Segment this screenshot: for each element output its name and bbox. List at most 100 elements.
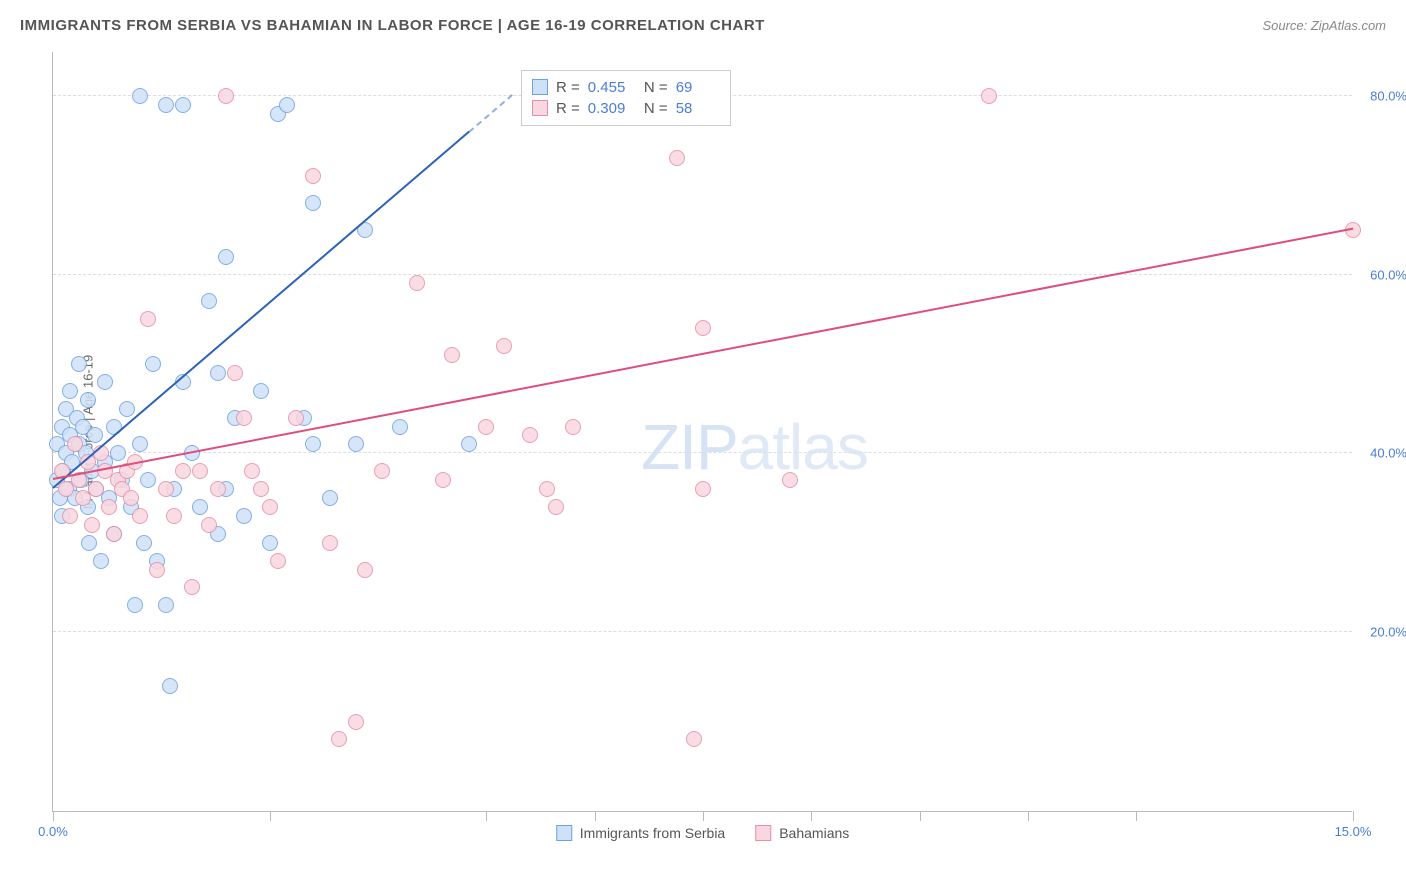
data-point	[435, 472, 451, 488]
stat-n-value: 69	[676, 79, 720, 96]
data-point	[305, 436, 321, 452]
data-point	[348, 436, 364, 452]
data-point	[201, 293, 217, 309]
x-tick	[270, 811, 271, 821]
trend-line	[53, 228, 1353, 480]
stat-row: R =0.309 N =58	[532, 98, 720, 119]
stat-n-label: N =	[640, 79, 668, 96]
legend-item: Bahamians	[755, 825, 849, 841]
data-point	[132, 508, 148, 524]
legend-label: Bahamians	[779, 825, 849, 841]
data-point	[210, 365, 226, 381]
data-point	[119, 401, 135, 417]
data-point	[444, 347, 460, 363]
legend-label: Immigrants from Serbia	[580, 825, 725, 841]
data-point	[669, 150, 685, 166]
data-point	[149, 562, 165, 578]
data-point	[162, 678, 178, 694]
data-point	[262, 499, 278, 515]
data-point	[288, 410, 304, 426]
stat-r-value: 0.309	[588, 100, 632, 117]
data-point	[305, 168, 321, 184]
data-point	[140, 311, 156, 327]
data-point	[357, 562, 373, 578]
data-point	[478, 419, 494, 435]
y-tick-label: 80.0%	[1370, 88, 1406, 103]
gridline	[53, 274, 1352, 275]
data-point	[106, 526, 122, 542]
trend-line	[468, 94, 513, 133]
data-point	[123, 490, 139, 506]
data-point	[132, 436, 148, 452]
data-point	[62, 508, 78, 524]
legend: Immigrants from Serbia Bahamians	[556, 825, 850, 841]
x-tick	[486, 811, 487, 821]
chart-container: IMMIGRANTS FROM SERBIA VS BAHAMIAN IN LA…	[0, 0, 1406, 892]
correlation-stats-box: R =0.455 N =69R =0.309 N =58	[521, 70, 731, 126]
data-point	[84, 517, 100, 533]
data-point	[348, 714, 364, 730]
data-point	[110, 445, 126, 461]
data-point	[522, 427, 538, 443]
data-point	[71, 356, 87, 372]
x-tick	[53, 811, 54, 821]
data-point	[270, 553, 286, 569]
x-tick	[1136, 811, 1137, 821]
header: IMMIGRANTS FROM SERBIA VS BAHAMIAN IN LA…	[0, 0, 1406, 50]
data-point	[218, 88, 234, 104]
data-point	[236, 410, 252, 426]
data-point	[244, 463, 260, 479]
data-point	[166, 508, 182, 524]
data-point	[981, 88, 997, 104]
series-swatch	[532, 79, 548, 95]
data-point	[305, 195, 321, 211]
data-point	[158, 481, 174, 497]
data-point	[62, 383, 78, 399]
stat-r-label: R =	[556, 79, 580, 96]
x-tick	[811, 811, 812, 821]
data-point	[253, 481, 269, 497]
y-tick-label: 20.0%	[1370, 625, 1406, 640]
data-point	[262, 535, 278, 551]
y-tick-label: 40.0%	[1370, 446, 1406, 461]
trend-line	[52, 131, 469, 489]
data-point	[565, 419, 581, 435]
data-point	[136, 535, 152, 551]
data-point	[127, 597, 143, 613]
legend-item: Immigrants from Serbia	[556, 825, 725, 841]
data-point	[175, 97, 191, 113]
data-point	[218, 249, 234, 265]
x-tick	[595, 811, 596, 821]
data-point	[158, 97, 174, 113]
data-point	[322, 535, 338, 551]
data-point	[88, 481, 104, 497]
stat-r-label: R =	[556, 100, 580, 117]
data-point	[409, 275, 425, 291]
data-point	[539, 481, 555, 497]
chart-title: IMMIGRANTS FROM SERBIA VS BAHAMIAN IN LA…	[20, 17, 765, 34]
stat-r-value: 0.455	[588, 79, 632, 96]
data-point	[548, 499, 564, 515]
data-point	[236, 508, 252, 524]
y-tick-label: 60.0%	[1370, 267, 1406, 282]
data-point	[227, 365, 243, 381]
data-point	[253, 383, 269, 399]
x-tick-label: 0.0%	[38, 824, 68, 839]
x-tick	[1028, 811, 1029, 821]
data-point	[80, 392, 96, 408]
x-tick-label: 15.0%	[1335, 824, 1372, 839]
data-point	[686, 731, 702, 747]
x-tick	[1353, 811, 1354, 821]
data-point	[81, 535, 97, 551]
data-point	[374, 463, 390, 479]
legend-swatch	[755, 825, 771, 841]
data-point	[496, 338, 512, 354]
series-swatch	[532, 100, 548, 116]
data-point	[461, 436, 477, 452]
data-point	[87, 427, 103, 443]
gridline	[53, 452, 1352, 453]
data-point	[140, 472, 156, 488]
watermark-bold: ZIP	[641, 411, 738, 483]
data-point	[67, 436, 83, 452]
data-point	[201, 517, 217, 533]
